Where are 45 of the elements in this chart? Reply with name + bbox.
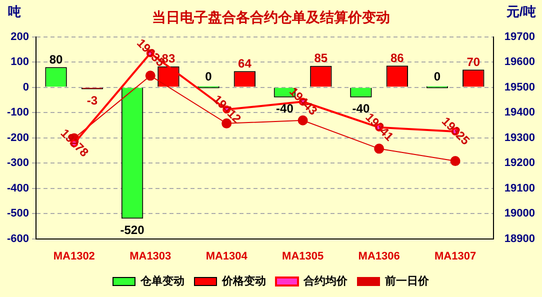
y-tick-label: -600	[6, 232, 30, 245]
data-label: 0	[434, 70, 441, 84]
data-label: -520	[120, 222, 145, 237]
y-tick-label: -300	[6, 157, 30, 170]
y-tick-label: 100	[10, 56, 30, 68]
x-tick-label: MA1305	[282, 250, 324, 262]
point	[450, 156, 460, 166]
legend-label: 价格变动	[221, 274, 266, 288]
data-label: 86	[390, 50, 404, 65]
y2-tick-label: 18900	[504, 232, 536, 245]
y2-tick-label: 19700	[504, 30, 536, 43]
y2-tick-label: 19300	[504, 132, 536, 144]
y2-axis-title: 元/吨	[505, 4, 536, 20]
y-tick-label: 200	[10, 30, 30, 43]
y-tick-label: -400	[6, 182, 30, 194]
y2-tick-label: 19000	[504, 208, 536, 220]
x-tick-label: MA1303	[130, 250, 172, 262]
legend-label: 合约均价	[302, 274, 348, 288]
x-tick-label: MA1302	[53, 250, 95, 262]
point	[145, 70, 156, 81]
y-tick-label: -100	[6, 106, 30, 119]
y-axis-title: 吨	[8, 4, 21, 20]
data-label: 80	[49, 52, 64, 66]
y-tick-label: -200	[6, 132, 30, 144]
y2-tick-label: 19500	[504, 81, 536, 94]
data-label: -40	[352, 102, 370, 116]
y-tick-label: 0	[22, 81, 30, 94]
y-tick-label: -500	[6, 208, 30, 220]
legend-label: 仓单变动	[140, 274, 184, 288]
x-tick-label: MA1306	[358, 250, 400, 262]
y2-tick-label: 19200	[504, 157, 536, 170]
point	[374, 144, 384, 154]
x-tick-label: MA1304	[206, 250, 248, 262]
x-tick-label: MA1307	[434, 250, 476, 262]
chart-title: 当日电子盘合各合约仓单及结算价变动	[152, 9, 390, 26]
data-label: -3	[86, 94, 98, 108]
y2-tick-label: 19100	[504, 182, 536, 194]
point	[298, 115, 308, 126]
data-label: 64	[238, 56, 252, 70]
data-label: 0	[205, 70, 212, 84]
data-label: 70	[466, 54, 480, 69]
legend-label: 前一日价	[384, 274, 430, 288]
y2-tick-label: 19400	[504, 106, 536, 119]
data-label: 85	[314, 51, 328, 66]
y2-tick-label: 19600	[504, 56, 536, 68]
